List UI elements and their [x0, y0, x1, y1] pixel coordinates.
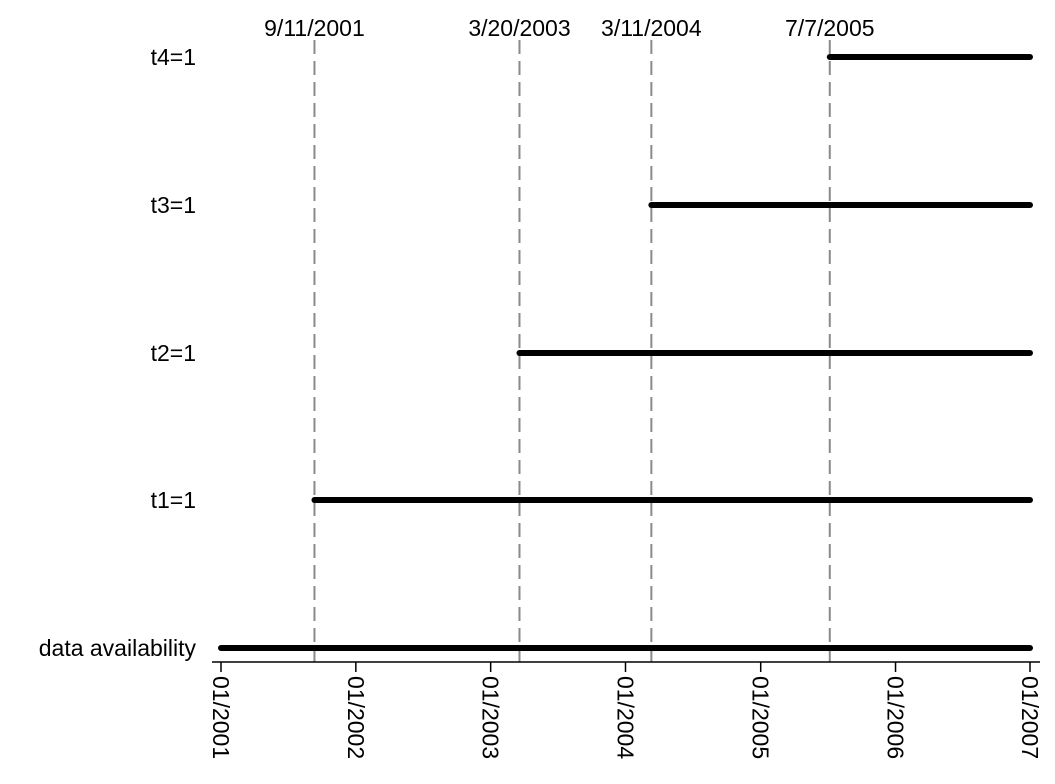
event-labels: 9/11/2001 3/20/2003 3/11/2004 7/7/2005	[264, 15, 874, 41]
event-label-2: 3/11/2004	[601, 15, 702, 41]
row-bars	[221, 57, 1030, 648]
row-label-1: t3=1	[151, 192, 196, 218]
event-label-1: 3/20/2003	[468, 15, 570, 41]
x-tick-label-5: 01/2006	[883, 676, 909, 759]
row-label-3: t1=1	[151, 487, 196, 513]
x-tick-label-3: 01/2004	[613, 676, 639, 759]
x-tick-label-6: 01/2007	[1017, 676, 1043, 759]
x-tick-label-0: 01/2001	[208, 676, 234, 759]
x-tick-label-2: 01/2003	[478, 676, 504, 759]
row-label-4: data availability	[39, 635, 197, 661]
row-label-2: t2=1	[151, 340, 196, 366]
row-labels: t4=1 t3=1 t2=1 t1=1 data availability	[39, 44, 197, 661]
event-label-0: 9/11/2001	[264, 15, 365, 41]
event-label-3: 7/7/2005	[785, 15, 875, 41]
x-axis: 01/2001 01/2002 01/2003 01/2004 01/2005 01/20…	[208, 662, 1043, 759]
row-label-0: t4=1	[151, 44, 196, 70]
x-tick-label-4: 01/2005	[748, 676, 774, 759]
x-tick-label-1: 01/2002	[343, 676, 369, 759]
